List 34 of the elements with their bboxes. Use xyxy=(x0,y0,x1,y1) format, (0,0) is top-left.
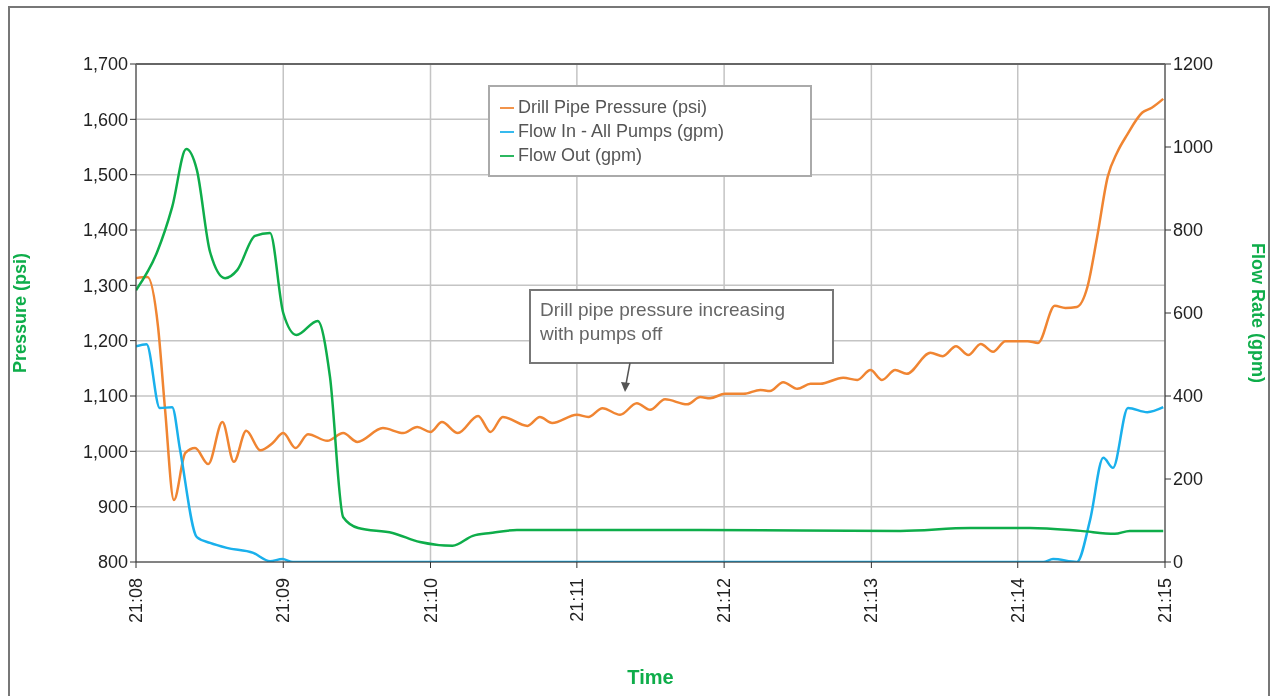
x-tick-label: 21:13 xyxy=(861,578,882,624)
annotation: Drill pipe pressure increasing with pumps off xyxy=(539,299,785,344)
y2-tick-label: 200 xyxy=(1173,469,1204,490)
x-axis-title: Time xyxy=(627,666,674,688)
y-tick-label: 1,700 xyxy=(82,54,128,75)
y2-tick-label: 1200 xyxy=(1173,54,1214,75)
x-tick-label: 21:12 xyxy=(714,578,735,624)
y2-tick-label: 600 xyxy=(1173,303,1204,324)
y-tick-label: 1,500 xyxy=(82,165,128,186)
y-tick-label: 900 xyxy=(97,497,128,518)
line-series xyxy=(136,147,1165,548)
x-tick-label: 21:11 xyxy=(566,578,587,622)
y-tick-label: 1,400 xyxy=(82,220,128,241)
y-tick-label: 1,600 xyxy=(82,109,128,130)
y-tick-label: 1,300 xyxy=(82,275,128,296)
x-tick-label: 21:15 xyxy=(1155,578,1175,624)
y2-tick-label: 400 xyxy=(1173,386,1204,407)
y2-tick-label: 0 xyxy=(1173,552,1184,573)
legend-label: Flow Out (gpm) xyxy=(518,145,643,165)
y2-tick-label: 1000 xyxy=(1173,137,1214,158)
x-tick-label: 21:14 xyxy=(1007,578,1028,624)
y-axis-title: Pressure (psi) xyxy=(10,252,31,374)
legend-label: Drill Pipe Pressure (psi) xyxy=(518,97,708,117)
x-tick-label: 21:10 xyxy=(420,578,441,624)
y-tick-label: 1,000 xyxy=(82,441,128,462)
y-tick-label: 800 xyxy=(97,552,128,573)
y2-axis-title: Flow Rate (gpm) xyxy=(1247,243,1268,383)
x-tick-label: 21:08 xyxy=(126,578,146,624)
x-tick-label: 21:09 xyxy=(273,578,294,624)
y2-tick-label: 800 xyxy=(1173,220,1204,241)
line-series xyxy=(136,97,1165,502)
legend-label: Flow In - All Pumps (gpm) xyxy=(518,121,725,141)
y-tick-label: 1,200 xyxy=(82,331,128,352)
y-tick-label: 1,100 xyxy=(82,386,128,407)
